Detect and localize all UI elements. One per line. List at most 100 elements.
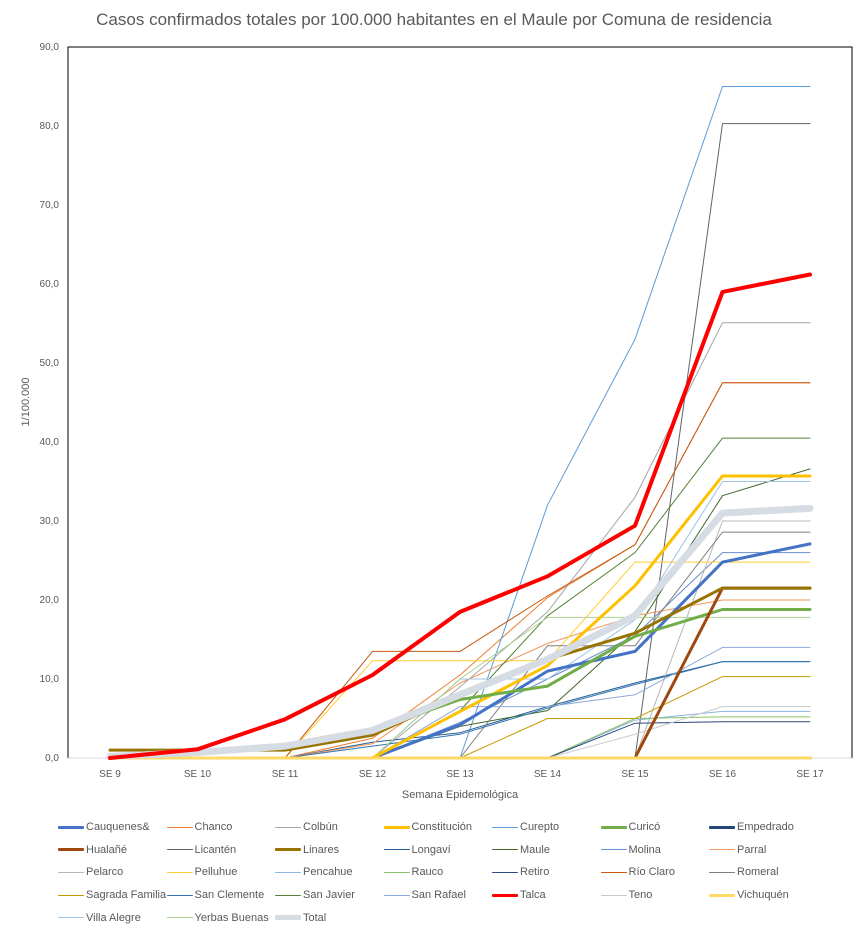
legend-label: San Clemente (194, 889, 265, 902)
y-axis-title: 1/100.000 (20, 378, 32, 427)
legend-label: Licantén (194, 843, 237, 856)
legend-item[interactable]: Villa Alegre (58, 909, 141, 927)
y-tick-label: 40,0 (40, 437, 60, 448)
x-tick-label: SE 9 (99, 769, 121, 780)
legend-item[interactable]: San Javier (275, 886, 355, 904)
legend-swatch (166, 849, 193, 851)
legend-item[interactable]: Molina (600, 841, 661, 859)
legend-swatch (492, 849, 518, 851)
legend-label: Empedrado (737, 821, 794, 833)
legend-swatch (58, 894, 84, 896)
legend-swatch (275, 915, 301, 921)
legend-item[interactable]: Talca (492, 886, 546, 904)
x-axis-title: Semana Epidemológica (402, 789, 519, 801)
legend-swatch (600, 849, 627, 851)
legend-label: San Rafael (411, 889, 466, 902)
legend-item[interactable]: Yerbas Buenas (166, 909, 269, 927)
legend-item[interactable]: Total (275, 909, 326, 927)
legend-swatch (709, 849, 735, 851)
legend-swatch (166, 826, 193, 828)
legend-label: Parral (737, 843, 767, 856)
legend-item[interactable]: Curicó (600, 818, 661, 836)
legend-item[interactable]: Maule (492, 841, 550, 859)
legend-swatch (58, 848, 84, 852)
legend-item[interactable]: Curepto (492, 818, 559, 836)
legend-label: Villa Alegre (86, 911, 141, 924)
legend-swatch (58, 871, 84, 873)
legend-item[interactable]: Constitución (383, 818, 473, 836)
legend-item[interactable]: Pelluhue (166, 863, 238, 881)
legend-item[interactable]: Vichuquén (709, 886, 789, 904)
x-tick-label: SE 11 (272, 769, 299, 780)
y-tick-label: 80,0 (40, 121, 60, 132)
x-tick-label: SE 17 (796, 769, 824, 780)
legend-item[interactable]: Río Claro (600, 863, 675, 881)
legend-label: Retiro (520, 866, 550, 879)
series-line-chanco (109, 382, 811, 759)
legend-label: Vichuquén (737, 889, 789, 902)
series-layer (106, 86, 814, 760)
legend-item[interactable]: Licantén (166, 841, 237, 859)
legend-swatch (58, 917, 84, 919)
legend-label: Chanco (194, 821, 233, 833)
legend-item[interactable]: Sagrada Familia (58, 886, 166, 904)
legend-item[interactable]: Cauquenes& (58, 818, 150, 836)
y-tick-label: 20,0 (40, 595, 60, 606)
legend-swatch (709, 871, 735, 873)
legend-swatch (383, 894, 410, 896)
legend-label: San Javier (303, 889, 355, 902)
legend-label: Colbún (303, 821, 338, 833)
legend-label: Constitución (411, 821, 473, 833)
x-tick-label: SE 14 (534, 769, 562, 780)
legend-label: Yerbas Buenas (194, 911, 269, 924)
legend-swatch (709, 893, 735, 897)
legend-item[interactable]: Pelarco (58, 863, 123, 881)
x-tick-label: SE 12 (359, 769, 387, 780)
legend-item[interactable]: Linares (275, 841, 339, 859)
legend-label: Pencahue (303, 866, 353, 879)
legend-swatch (383, 825, 410, 829)
legend-label: Linares (303, 843, 340, 856)
legend-item[interactable]: Parral (709, 841, 766, 859)
legend-item[interactable]: Empedrado (709, 818, 794, 836)
y-tick-label: 10,0 (40, 674, 60, 685)
legend-item[interactable]: Romeral (709, 863, 779, 881)
y-tick-label: 50,0 (40, 358, 60, 369)
x-tick-label: SE 16 (709, 769, 737, 780)
legend-swatch (600, 825, 627, 829)
legend-item[interactable]: Rauco (383, 863, 444, 881)
x-tick-label: SE 15 (621, 769, 649, 780)
legend-label: Pelarco (86, 866, 124, 879)
legend-label: Total (303, 911, 327, 924)
legend-item[interactable]: Longaví (383, 841, 451, 859)
legend-item[interactable]: Retiro (492, 863, 549, 881)
series-line-curicó (108, 608, 812, 760)
plot-area-border (67, 46, 853, 758)
legend-item[interactable]: San Clemente (166, 886, 265, 904)
y-tick-label: 60,0 (40, 279, 60, 290)
legend-swatch (166, 871, 193, 873)
x-tick-label: SE 10 (184, 769, 212, 780)
legend-label: Curepto (520, 821, 560, 833)
legend-swatch (600, 871, 627, 873)
legend-item[interactable]: Chanco (166, 818, 233, 836)
legend-label: Romeral (737, 866, 779, 879)
legend-item[interactable]: Pencahue (275, 863, 353, 881)
series-line-molina (109, 552, 811, 759)
legend-label: Curicó (628, 821, 661, 833)
legend-item[interactable]: Teno (600, 886, 652, 904)
legend-label: Río Claro (628, 866, 675, 879)
legend-swatch (275, 894, 301, 896)
series-line-total (106, 504, 814, 760)
legend-label: Pelluhue (194, 866, 238, 879)
legend-label: Rauco (411, 866, 444, 879)
legend-swatch (275, 871, 301, 873)
legend-item[interactable]: San Rafael (383, 886, 466, 904)
axes: 0,0 10,0 20,0 30,0 40,0 50,0 60,0 70,0 80,0 90,0 S… (40, 42, 853, 780)
series-line-yerbas-buenas (109, 616, 811, 759)
legend-label: Hualañé (86, 843, 127, 856)
legend-item[interactable]: Colbún (275, 818, 338, 836)
legend-item[interactable]: Hualañé (58, 841, 127, 859)
legend-swatch (275, 848, 301, 852)
legend-label: Cauquenes& (86, 821, 150, 833)
